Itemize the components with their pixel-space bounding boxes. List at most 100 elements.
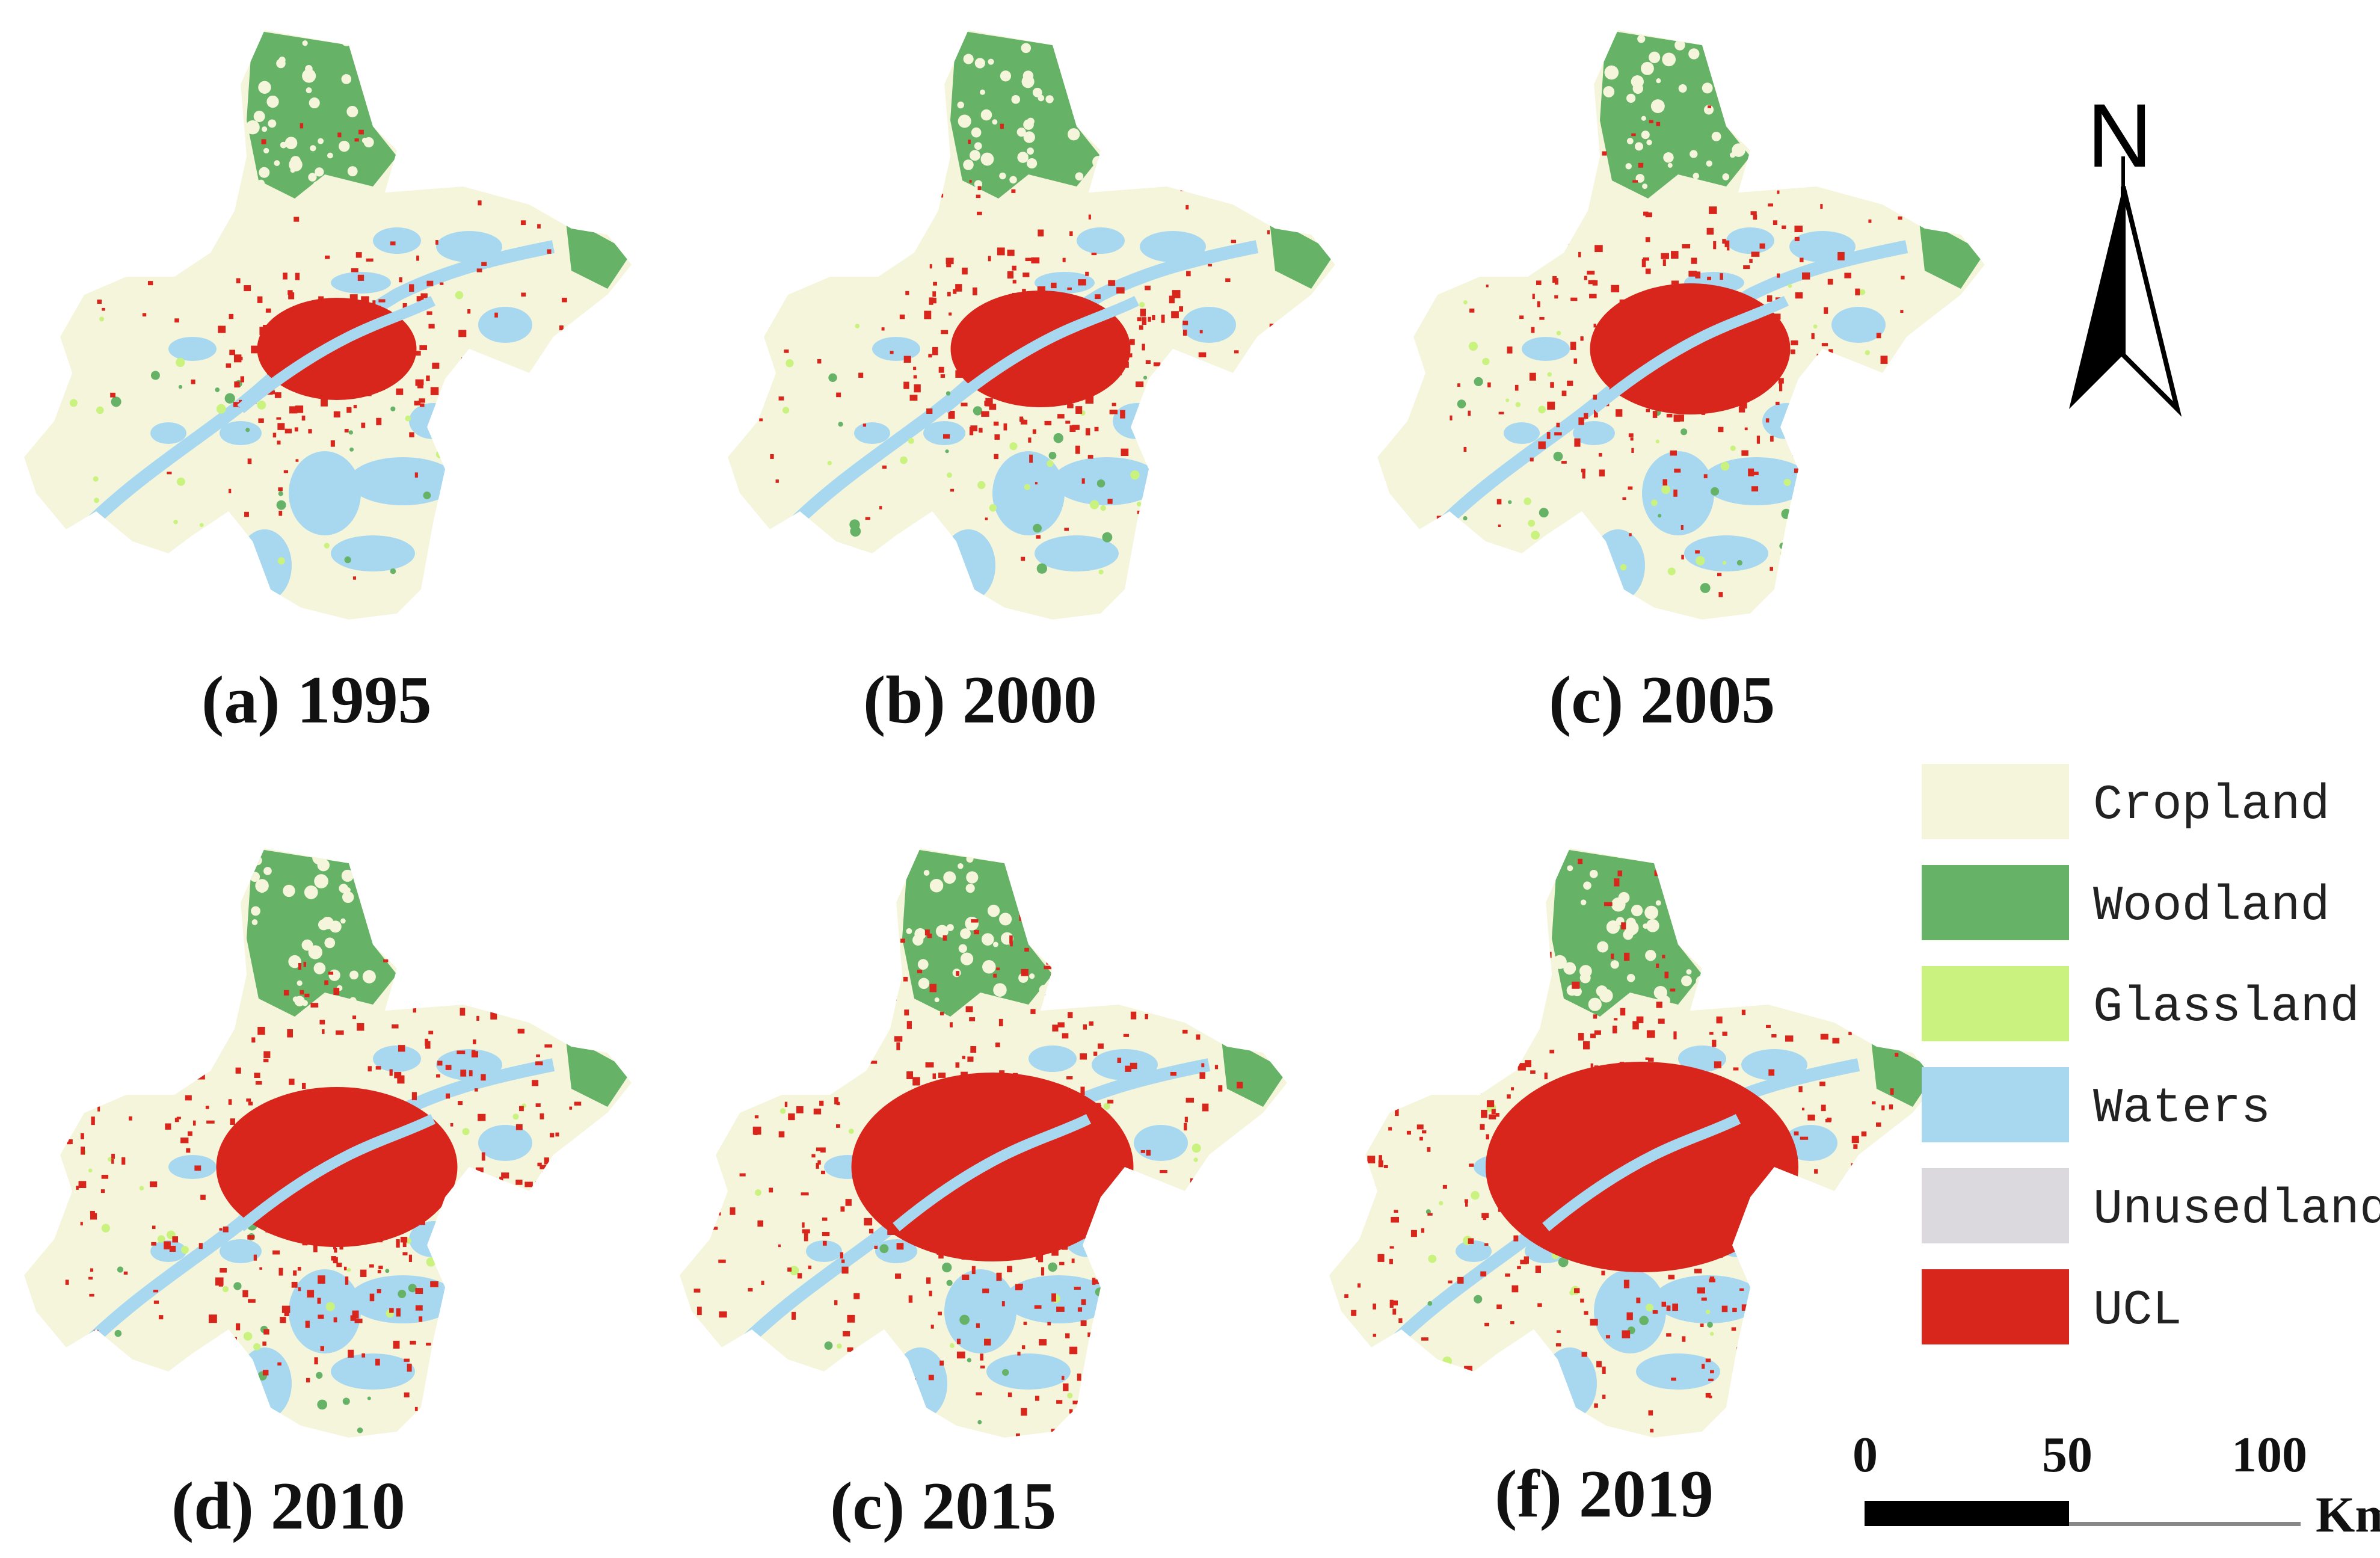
ucl-patch (1743, 265, 1750, 269)
ucl-patch (350, 376, 355, 381)
ucl-patch (1798, 1086, 1803, 1092)
grassland-patch (1439, 1201, 1444, 1205)
ucl-patch (1475, 1088, 1482, 1094)
woodland-patch (1508, 500, 1512, 504)
ucl-patch (821, 1171, 825, 1175)
ucl-patch (1637, 1207, 1644, 1212)
ucl-patch (933, 1113, 939, 1120)
ucl-patch (1581, 469, 1585, 473)
ucl-patch (932, 297, 936, 304)
cropland-patch (992, 941, 998, 947)
ucl-patch (1505, 1149, 1511, 1154)
ucl-patch (961, 1256, 966, 1260)
ucl-patch (1554, 1202, 1558, 1207)
ucl-patch (1038, 229, 1044, 237)
ucl-patch (78, 1181, 87, 1189)
ucl-patch (1757, 360, 1763, 365)
ucl-patch (1844, 272, 1851, 279)
ucl-patch (1871, 1101, 1876, 1104)
ucl-patch (1077, 1307, 1083, 1312)
river (893, 1113, 1092, 1231)
cropland-patch (958, 863, 964, 869)
ucl-patch (302, 324, 309, 330)
ucl-patch (1513, 1235, 1519, 1242)
ucl-patch (340, 349, 349, 354)
ucl-patch (1889, 1104, 1893, 1110)
woodland-patch (1895, 379, 1903, 387)
woodland-patch (1553, 451, 1563, 461)
ucl-patch (1051, 1293, 1056, 1302)
ucl-patch (1880, 356, 1888, 364)
ucl-patch (494, 312, 498, 318)
ucl-patch (1597, 354, 1606, 359)
lake (1053, 457, 1161, 505)
ucl-patch (836, 1049, 840, 1052)
grassland-patch (446, 553, 450, 558)
ucl-patch (1117, 1058, 1122, 1063)
ucl-patch (874, 1245, 878, 1249)
north-label: N (2087, 85, 2153, 186)
woodland-patch (197, 1361, 204, 1369)
ucl-patch (1093, 1051, 1098, 1056)
ucl-patch (1700, 341, 1706, 345)
ucl-patch (927, 934, 932, 938)
ucl-patch (1410, 964, 1414, 969)
ucl-patch (724, 1116, 730, 1119)
cropland-patch (1696, 976, 1707, 987)
ucl-patch (236, 278, 241, 283)
cropland-patch (313, 962, 326, 975)
ucl-patch (414, 1166, 417, 1170)
ucl-patch (343, 1138, 351, 1143)
ucl-patch (284, 1310, 289, 1317)
ucl-patch (1901, 435, 1907, 439)
ucl-patch (1682, 244, 1691, 248)
ucl-patch (1708, 105, 1712, 108)
ucl-patch (1130, 1011, 1137, 1020)
ucl-patch (1052, 1024, 1059, 1032)
ucl-patch (1002, 322, 1010, 327)
ucl-patch (1629, 533, 1632, 537)
ucl-patch (1071, 378, 1075, 387)
grassland-patch (228, 1399, 233, 1403)
lake (331, 535, 415, 571)
ucl-patch (1876, 938, 1884, 944)
ucl-patch (1696, 1125, 1702, 1132)
ucl-patch (1759, 243, 1765, 249)
ucl-patch (1537, 301, 1540, 307)
ucl-patch (730, 1207, 736, 1215)
cropland-patch (974, 142, 982, 150)
cropland-patch (1022, 878, 1033, 889)
ucl-patch (284, 1132, 289, 1138)
ucl-patch (1517, 935, 1520, 939)
woodland-patch (1463, 516, 1468, 521)
ucl-patch (1519, 315, 1524, 319)
ucl-patch (417, 401, 420, 404)
legend-item-waters: Waters (1922, 1067, 2379, 1145)
woodland-patch (973, 406, 983, 416)
cropland-patch (966, 855, 974, 863)
ucl-patch (1462, 924, 1468, 932)
ucl-patch (1112, 402, 1116, 407)
ucl-patch (996, 322, 1001, 331)
ucl-patch (523, 956, 529, 960)
ucl-patch (1480, 1271, 1487, 1276)
ucl-patch (1868, 907, 1876, 912)
ucl-patch (1207, 1227, 1212, 1230)
ucl-patch (1535, 1265, 1542, 1273)
ucl-patch (286, 1130, 294, 1138)
ucl-patch (1828, 1432, 1836, 1438)
ucl-patch (1230, 537, 1233, 540)
lake (289, 1269, 361, 1353)
ucl-patch (1047, 1322, 1051, 1326)
ucl-patch (1012, 265, 1016, 271)
ucl-patch (409, 284, 414, 292)
ucl-patch (1038, 1119, 1041, 1123)
ucl-patch (993, 307, 1000, 315)
ucl-patch (430, 1281, 438, 1287)
ucl-patch (954, 1148, 961, 1154)
ucl-patch (1091, 377, 1096, 383)
ucl-patch (540, 1113, 544, 1119)
ucl-patch (372, 1124, 377, 1130)
ucl-patch (1057, 1022, 1065, 1027)
ucl-patch (298, 963, 302, 970)
